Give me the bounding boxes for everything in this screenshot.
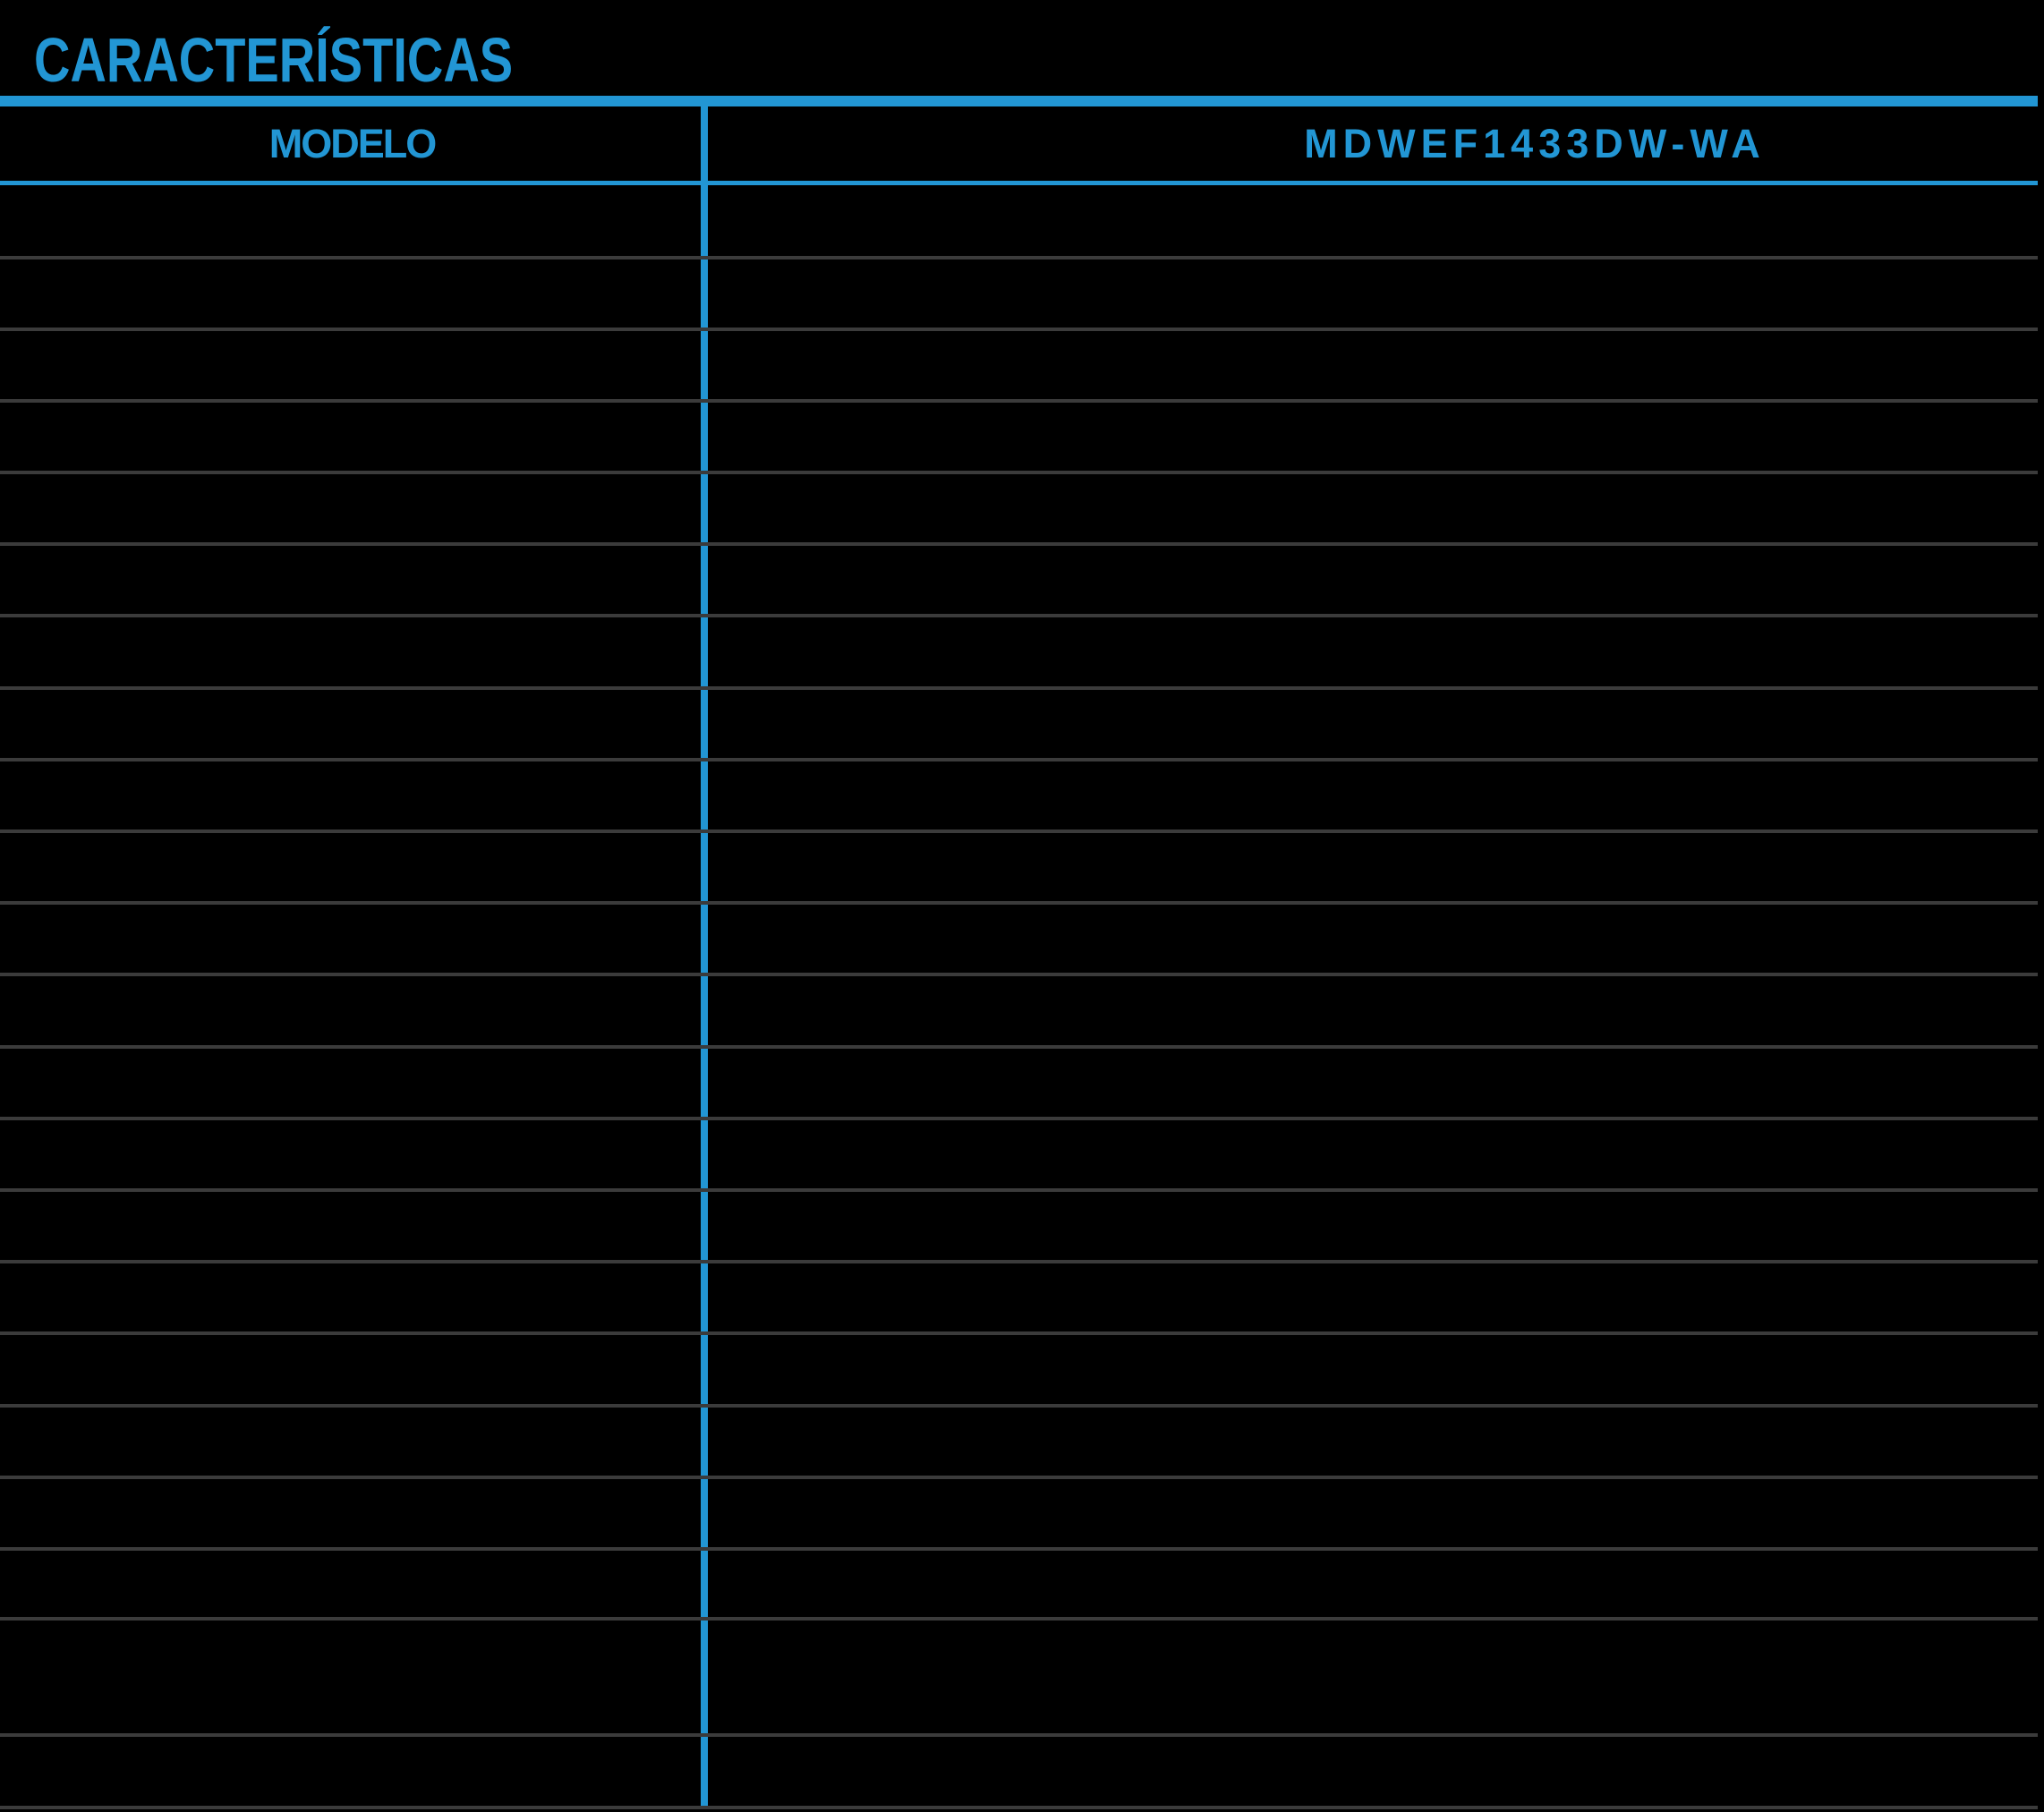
- feature-cell: [0, 546, 704, 614]
- feature-cell: [0, 331, 704, 399]
- value-cell: [704, 1335, 2038, 1403]
- page-title: CARACTERÍSTICAS: [34, 25, 514, 95]
- value-cell: [704, 331, 2038, 399]
- column-header-modelo: MODELO: [268, 121, 438, 166]
- table-body: [0, 185, 2038, 1809]
- value-cell: [704, 1120, 2038, 1188]
- table-row: [0, 1737, 2038, 1809]
- table-row: [0, 833, 2038, 906]
- header-top-rule: [0, 96, 2038, 106]
- value-cell: [704, 1551, 2038, 1617]
- value-cell: [704, 617, 2038, 685]
- table-row: [0, 1263, 2038, 1336]
- feature-cell: [0, 617, 704, 685]
- value-cell: [704, 1408, 2038, 1476]
- feature-cell: [0, 259, 704, 328]
- value-cell: [704, 403, 2038, 471]
- feature-cell: [0, 1621, 704, 1733]
- feature-cell: [0, 833, 704, 901]
- table-row: [0, 1049, 2038, 1120]
- value-cell: [704, 546, 2038, 614]
- table-row: [0, 1335, 2038, 1408]
- feature-cell: [0, 1049, 704, 1117]
- header-bottom-rule: [0, 181, 2038, 185]
- table-row: [0, 1479, 2038, 1551]
- feature-cell: [0, 1737, 704, 1806]
- feature-cell: [0, 1335, 704, 1403]
- column-header-model-number: MDWEF1433DW-WA: [1304, 121, 1766, 166]
- value-cell: [704, 761, 2038, 829]
- value-cell: [704, 1049, 2038, 1117]
- value-cell: [704, 976, 2038, 1044]
- value-cell: [704, 259, 2038, 328]
- table-row: [0, 1192, 2038, 1264]
- table-row: [0, 185, 2038, 259]
- table-row: [0, 546, 2038, 618]
- table-row: [0, 1551, 2038, 1621]
- feature-cell: [0, 403, 704, 471]
- feature-cell: [0, 761, 704, 829]
- feature-cell: [0, 1120, 704, 1188]
- table-row: [0, 1120, 2038, 1192]
- table-row: [0, 690, 2038, 761]
- table-row: [0, 1408, 2038, 1479]
- feature-cell: [0, 1479, 704, 1547]
- table-row: [0, 905, 2038, 977]
- feature-cell: [0, 1551, 704, 1617]
- table-row: [0, 403, 2038, 475]
- table-row: [0, 617, 2038, 690]
- table-header-row: MODELO MDWEF1433DW-WA: [0, 106, 2038, 181]
- table-row: [0, 474, 2038, 547]
- table-row: [0, 259, 2038, 331]
- feature-cell: [0, 976, 704, 1044]
- feature-cell: [0, 185, 704, 256]
- column-divider-line: [701, 106, 708, 1809]
- value-cell: [704, 690, 2038, 758]
- feature-cell: [0, 1263, 704, 1331]
- value-cell: [704, 833, 2038, 901]
- value-cell: [704, 185, 2038, 256]
- feature-cell: [0, 1408, 704, 1476]
- value-cell: [704, 1621, 2038, 1733]
- value-cell: [704, 905, 2038, 973]
- value-cell: [704, 1479, 2038, 1547]
- table-row: [0, 1621, 2038, 1737]
- feature-cell: [0, 1192, 704, 1260]
- value-cell: [704, 1737, 2038, 1806]
- table-row: [0, 976, 2038, 1049]
- feature-cell: [0, 905, 704, 973]
- value-cell: [704, 1192, 2038, 1260]
- feature-cell: [0, 690, 704, 758]
- value-cell: [704, 1263, 2038, 1331]
- table-row: [0, 331, 2038, 403]
- value-cell: [704, 474, 2038, 542]
- feature-cell: [0, 474, 704, 542]
- table-row: [0, 761, 2038, 833]
